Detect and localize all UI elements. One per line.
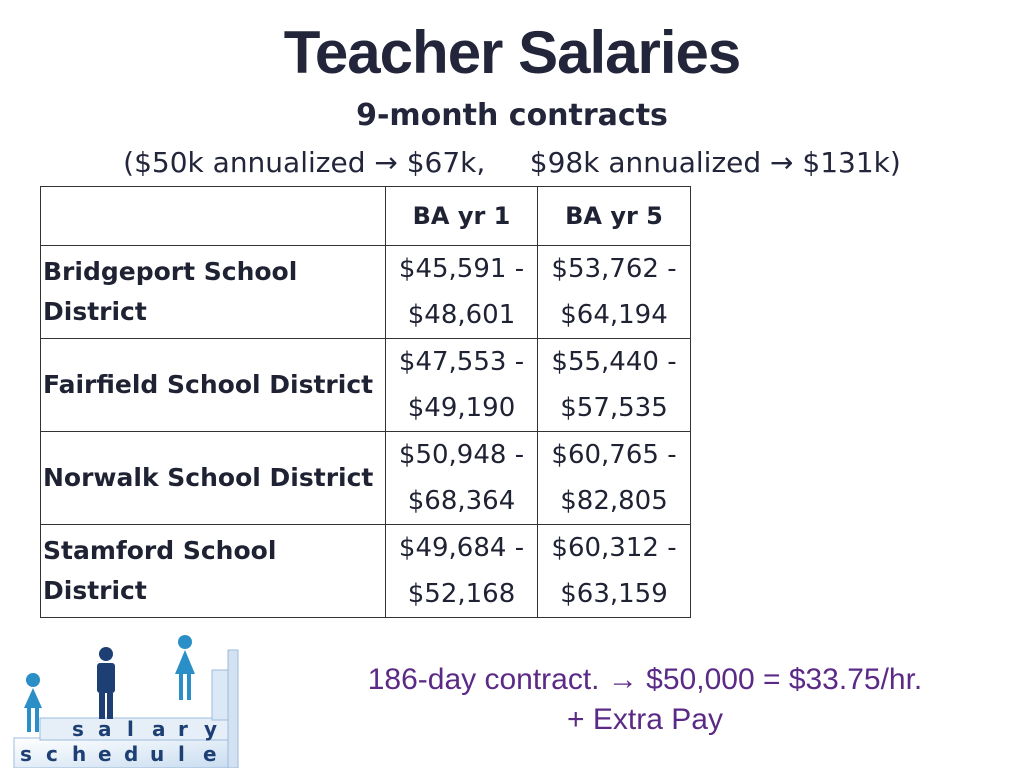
ba-yr-1-range: $49,684 - $52,168 — [385, 524, 538, 618]
district-name: Fairfield School District — [40, 338, 386, 432]
logo-letter: u — [150, 742, 164, 766]
table-row: Norwalk School District $50,948 - $68,364… — [40, 431, 691, 525]
table-row: Fairfield School District $47,553 - $49,1… — [40, 338, 691, 432]
logo-letter: c — [46, 742, 58, 766]
annualized-note: ($50k annualized → $67k, $98k annualized… — [123, 146, 901, 179]
logo-letter: d — [124, 742, 138, 766]
logo-letter: a — [152, 717, 166, 741]
ba-yr-1-range: $47,553 - $49,190 — [385, 338, 538, 432]
female-figure-icon — [24, 673, 42, 732]
logo-letter: e — [203, 742, 217, 766]
male-figure-icon — [97, 647, 115, 719]
footer-line-2: + Extra Pay — [567, 703, 723, 736]
ba-yr-5-range: $60,765 - $82,805 — [537, 431, 691, 525]
logo-letter: s — [72, 717, 84, 741]
logo-letter: r — [178, 717, 188, 741]
table-row: Stamford School District $49,684 - $52,16… — [40, 524, 691, 618]
logo-letter: e — [98, 742, 112, 766]
logo-letter: l — [178, 742, 185, 766]
logo-letter: l — [127, 717, 134, 741]
salary-table: BA yr 1 BA yr 5 Bridgeport School Distri… — [40, 186, 691, 618]
table-header-row: BA yr 1 BA yr 5 — [40, 186, 691, 246]
district-name: Stamford School District — [40, 524, 386, 618]
page-subtitle: 9-month contracts — [356, 98, 668, 133]
header-cell-district — [40, 186, 386, 246]
ba-yr-5-range: $55,440 - $57,535 — [537, 338, 691, 432]
female-figure-icon — [175, 635, 195, 700]
logo-letter: s — [20, 742, 32, 766]
salary-schedule-logo: s a l a r y s c h e d u l e — [13, 635, 239, 768]
footer-line-1: 186-day contract. → $50,000 = $33.75/hr. — [367, 663, 923, 696]
ba-yr-5-range: $53,762 - $64,194 — [537, 245, 691, 339]
logo-letter: y — [204, 717, 217, 741]
ba-yr-5-range: $60,312 - $63,159 — [537, 524, 691, 618]
header-cell-ba-yr-5: BA yr 5 — [537, 186, 691, 246]
table-row: Bridgeport School District $45,591 - $48,… — [40, 245, 691, 339]
ba-yr-1-range: $50,948 - $68,364 — [385, 431, 538, 525]
page-title: Teacher Salaries — [283, 19, 742, 86]
logo-letter: a — [98, 717, 112, 741]
district-name: Bridgeport School District — [40, 245, 386, 339]
contract-footer: 186-day contract. → $50,000 = $33.75/hr.… — [300, 660, 990, 740]
district-name: Norwalk School District — [40, 431, 386, 525]
logo-letter: h — [72, 742, 86, 766]
ba-yr-1-range: $45,591 - $48,601 — [385, 245, 538, 339]
header-cell-ba-yr-1: BA yr 1 — [385, 186, 538, 246]
